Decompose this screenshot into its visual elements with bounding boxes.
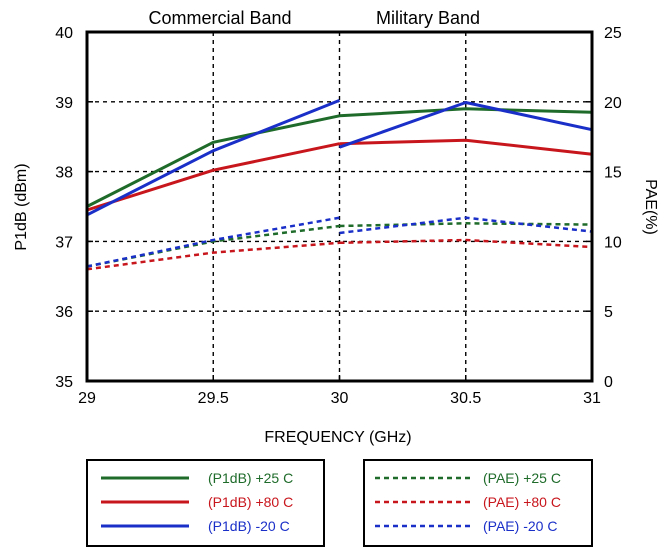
y-tick-label-4: 39 xyxy=(55,95,73,112)
annotation-commercial-band: Commercial Band xyxy=(148,8,291,28)
y-axis-title: P1dB (dBm) xyxy=(13,163,30,250)
y-tick-label-3: 38 xyxy=(55,165,73,182)
x-tick-label-4: 31 xyxy=(583,390,601,407)
legend-label-left-0: (P1dB) +25 C xyxy=(208,470,293,486)
series-line-1-seg-0 xyxy=(86,142,340,212)
annotation-military-band: Military Band xyxy=(376,8,480,28)
y-tick-label-5: 40 xyxy=(55,25,73,42)
y-tick-label-0: 35 xyxy=(55,374,73,391)
legend-label-left-1: (P1dB) +80 C xyxy=(208,494,293,510)
y2-tick-label-4: 20 xyxy=(604,95,622,112)
series-line-2-seg-1 xyxy=(338,101,593,149)
x-tick-label-0: 29 xyxy=(78,390,96,407)
x-tick-label-1: 29.5 xyxy=(198,390,229,407)
x-axis-title: FREQUENCY (GHz) xyxy=(264,429,411,446)
series-line-0-seg-1 xyxy=(339,107,593,118)
series-line-4-seg-1 xyxy=(339,238,593,249)
series-line-3-seg-0 xyxy=(86,224,340,268)
y-tick-label-2: 37 xyxy=(55,234,73,251)
series-line-1-seg-1 xyxy=(339,138,593,156)
series-line-0-seg-0 xyxy=(86,114,340,208)
series-line-2-seg-0 xyxy=(86,99,341,217)
y2-tick-label-5: 25 xyxy=(604,25,622,42)
legend-label-right-2: (PAE) -20 C xyxy=(483,518,557,534)
y2-tick-label-0: 0 xyxy=(604,374,613,391)
x-tick-label-2: 30 xyxy=(331,390,349,407)
y2-axis-title: PAE(%) xyxy=(642,179,659,235)
series-line-5-seg-1 xyxy=(339,216,593,235)
legend-label-right-1: (PAE) +80 C xyxy=(483,494,561,510)
series-line-4-seg-0 xyxy=(86,241,340,271)
series-line-5-seg-0 xyxy=(86,216,340,268)
series-line-3-seg-1 xyxy=(339,222,593,228)
x-tick-label-3: 30.5 xyxy=(450,390,481,407)
legend-label-left-2: (P1dB) -20 C xyxy=(208,518,290,534)
y-tick-label-1: 36 xyxy=(55,304,73,321)
y2-tick-label-2: 10 xyxy=(604,234,622,251)
y2-tick-label-1: 5 xyxy=(604,304,613,321)
y2-tick-label-3: 15 xyxy=(604,165,622,182)
legend-label-right-0: (PAE) +25 C xyxy=(483,470,561,486)
